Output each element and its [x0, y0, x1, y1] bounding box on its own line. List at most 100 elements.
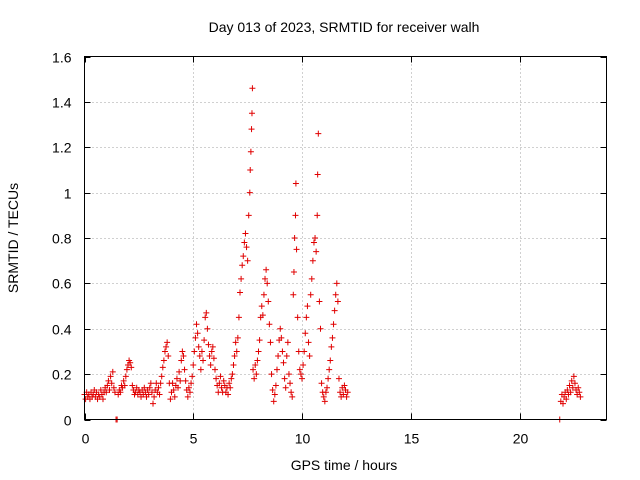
data-point — [200, 357, 207, 364]
data-point — [234, 334, 241, 341]
data-point — [226, 380, 233, 387]
data-point — [303, 314, 310, 321]
data-point — [193, 321, 200, 328]
data-point — [571, 380, 578, 387]
data-point — [290, 269, 297, 276]
data-point — [255, 348, 262, 355]
data-point — [570, 373, 577, 380]
data-point — [333, 280, 340, 287]
data-point — [307, 291, 314, 298]
data-point — [203, 309, 210, 316]
data-point — [230, 362, 237, 369]
x-axis-title: GPS time / hours — [291, 457, 398, 473]
data-points — [81, 85, 584, 423]
data-point — [343, 393, 350, 400]
data-point — [158, 373, 165, 380]
data-point — [567, 389, 574, 396]
data-point — [279, 348, 286, 355]
data-point — [195, 343, 202, 350]
data-point — [254, 357, 261, 364]
data-point — [161, 348, 168, 355]
data-point — [252, 362, 259, 369]
data-point — [194, 330, 201, 337]
data-point — [173, 375, 180, 382]
y-tick-label: 0 — [64, 413, 72, 429]
x-tick-label: 0 — [82, 431, 90, 447]
y-tick-label: 1.4 — [52, 95, 72, 111]
data-point — [245, 212, 252, 219]
data-point — [324, 384, 331, 391]
data-point — [201, 337, 208, 344]
data-point — [314, 212, 321, 219]
data-point — [280, 359, 287, 366]
data-point — [186, 389, 193, 396]
data-point — [292, 180, 299, 187]
data-point — [576, 389, 583, 396]
x-tick-labels: 0 5 10 15 20 — [82, 431, 529, 447]
data-point — [249, 85, 256, 92]
data-point — [266, 321, 273, 328]
data-point — [272, 382, 279, 389]
data-point — [123, 366, 130, 373]
data-point — [180, 352, 187, 359]
data-point — [235, 314, 242, 321]
data-point — [292, 212, 299, 219]
data-point — [238, 275, 245, 282]
data-point — [207, 362, 214, 369]
data-point — [146, 384, 153, 391]
data-point — [192, 334, 199, 341]
data-point — [232, 339, 239, 346]
data-point — [111, 389, 118, 396]
data-point — [318, 380, 325, 387]
y-tick-label: 0.2 — [52, 367, 72, 383]
data-point — [160, 357, 167, 364]
data-point — [103, 389, 110, 396]
data-point — [147, 380, 154, 387]
data-point — [325, 375, 332, 382]
data-point — [317, 325, 324, 332]
data-point — [265, 298, 272, 305]
data-point — [330, 321, 337, 328]
data-point — [227, 384, 234, 391]
data-point — [248, 110, 255, 117]
data-point — [321, 398, 328, 405]
data-point — [310, 239, 317, 246]
data-point — [229, 371, 236, 378]
data-point — [218, 384, 225, 391]
data-point — [210, 355, 217, 362]
data-point — [250, 366, 257, 373]
data-point — [253, 371, 260, 378]
data-point — [197, 366, 204, 373]
data-point — [300, 362, 307, 369]
data-point — [271, 391, 278, 398]
data-point — [184, 393, 191, 400]
data-point — [206, 352, 213, 359]
data-point — [314, 171, 321, 178]
data-point — [560, 400, 566, 407]
data-point — [320, 393, 327, 400]
data-point — [109, 368, 116, 375]
data-point — [568, 377, 575, 384]
data-point — [127, 359, 134, 366]
data-point — [295, 348, 302, 355]
data-point — [189, 373, 196, 380]
data-point — [208, 348, 215, 355]
data-point — [327, 357, 334, 364]
data-point — [248, 126, 255, 133]
data-point — [213, 375, 220, 382]
data-point — [322, 389, 329, 396]
data-point — [228, 375, 235, 382]
data-point — [267, 339, 274, 346]
y-tick-labels: 0 0.2 0.4 0.6 0.8 1 1.2 1.4 1.6 — [52, 50, 72, 429]
data-point — [244, 257, 251, 264]
data-point — [145, 391, 152, 398]
data-point — [175, 384, 182, 391]
data-point — [151, 393, 158, 400]
data-point — [337, 389, 344, 396]
data-point — [258, 303, 265, 310]
data-point — [329, 334, 336, 341]
data-point — [128, 364, 135, 371]
data-point — [264, 280, 271, 287]
chart-title: Day 013 of 2023, SRMTID for receiver wal… — [209, 19, 480, 35]
data-point — [291, 235, 298, 241]
